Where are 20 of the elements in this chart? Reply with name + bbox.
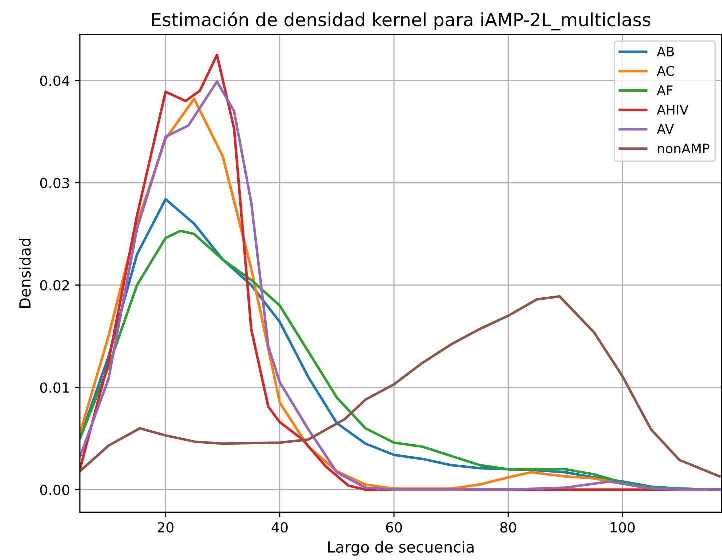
legend-label: AC: [657, 66, 674, 76]
x-tick-label: 60: [386, 522, 402, 533]
y-tick-label: 0.02: [40, 280, 70, 291]
legend-label: AB: [657, 47, 674, 57]
y-tick-label: 0.03: [40, 178, 70, 189]
x-tick-label: 40: [272, 522, 288, 533]
legend-label: AHIV: [657, 105, 689, 115]
x-tick-label: 80: [500, 522, 516, 533]
legend-label: AF: [657, 86, 673, 96]
legend-label: AV: [657, 124, 674, 134]
line-series: [80, 295, 721, 478]
y-tick-label: 0.04: [40, 76, 70, 86]
chart-title: Estimación de densidad kernel para iAMP-2L_multiclass: [152, 12, 651, 31]
x-tick-label: 100: [610, 522, 635, 533]
x-tick-label: 20: [158, 522, 174, 533]
y-tick-label: 0.01: [40, 382, 70, 394]
x-axis-title: Largo de secuencia: [328, 541, 474, 556]
y-tick-label: 0.00: [40, 484, 70, 496]
legend-label: nonAMP: [658, 144, 710, 154]
y-axis-title: Densidad: [19, 239, 31, 308]
